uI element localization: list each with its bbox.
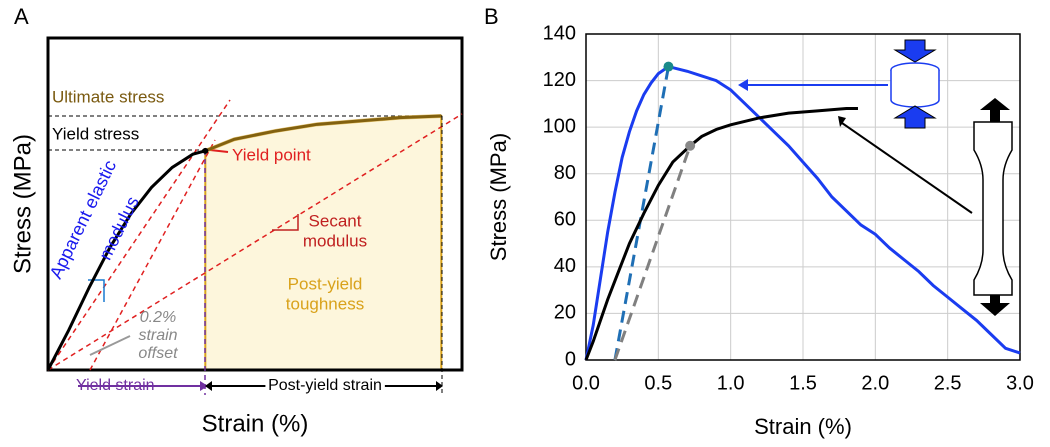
offset-line — [89, 139, 216, 371]
annotation: toughness — [286, 294, 364, 313]
dogbone — [973, 121, 1013, 296]
arrow-head — [436, 381, 443, 391]
yield-point — [685, 140, 696, 151]
secant-triangle — [272, 214, 299, 231]
annotation: modulus — [303, 231, 367, 250]
x-tick-label: 0.5 — [644, 372, 672, 394]
yield-pointer — [209, 149, 229, 153]
line — [584, 64, 1021, 361]
tension-arrow — [980, 98, 1010, 122]
y-tick-label: 120 — [543, 69, 576, 91]
arrow-head — [738, 79, 748, 91]
cylinder-body — [890, 70, 940, 108]
x-tick-label: 2.0 — [861, 372, 889, 394]
offset-line — [613, 66, 670, 361]
toughness-edge — [204, 114, 442, 153]
annotation: Apparent elastic — [46, 157, 121, 282]
annotation: Secant — [309, 211, 362, 230]
annotation: Post-yield — [288, 274, 363, 293]
x-axis-title: Strain (%) — [754, 414, 852, 439]
y-tick-label: 0 — [565, 348, 576, 370]
yield-point — [663, 61, 674, 72]
secant-line — [47, 113, 463, 371]
x-axis-title: Strain (%) — [202, 410, 309, 437]
annotation: Yield stress — [52, 124, 139, 143]
annotation: offset — [138, 345, 178, 362]
pointer — [841, 122, 973, 214]
annotation: Post-yield strain — [268, 377, 382, 394]
y-tick-label: 80 — [554, 162, 576, 184]
y-tick-label: 20 — [554, 302, 576, 324]
line — [584, 107, 858, 361]
x-tick-label: 3.0 — [1006, 372, 1034, 394]
frame — [585, 33, 1021, 361]
arrow-head — [838, 116, 846, 127]
y-tick-label: 140 — [543, 22, 576, 44]
panel-label: B — [484, 4, 499, 29]
y-axis-title: Stress (MPa) — [9, 134, 36, 274]
arrow-head — [200, 381, 208, 391]
yield-point — [202, 147, 209, 154]
annotation: modulus — [95, 193, 143, 263]
x-tick-label: 1.5 — [789, 372, 817, 394]
arrow-head — [205, 381, 212, 391]
panel-b-icons — [585, 33, 1021, 361]
tension-arrow — [980, 295, 1010, 316]
annotation: Yield point — [232, 145, 311, 164]
y-tick-label: 100 — [543, 115, 576, 137]
y-tick-label: 40 — [554, 255, 576, 277]
panel-a-layout — [46, 36, 464, 395]
panel-label: A — [14, 4, 29, 29]
annotation: strain — [138, 327, 177, 344]
annotation: 0.2% — [140, 309, 176, 326]
annotation: Yield strain — [76, 377, 155, 394]
compression-arrow — [893, 105, 937, 129]
elastic-line — [47, 99, 231, 371]
offset-pointer — [89, 335, 131, 356]
annotation: Ultimate stress — [52, 87, 164, 106]
x-tick-label: 0.0 — [572, 372, 600, 394]
y-tick-label: 60 — [554, 209, 576, 231]
frame — [46, 36, 464, 372]
y-axis-title: Stress (MPa) — [486, 133, 511, 261]
compression-arrow — [893, 39, 937, 63]
x-tick-label: 1.0 — [717, 372, 745, 394]
x-tick-label: 2.5 — [934, 372, 962, 394]
